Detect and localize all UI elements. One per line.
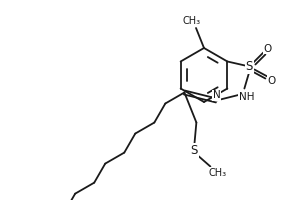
Text: CH₃: CH₃ bbox=[208, 168, 226, 178]
Text: CH₃: CH₃ bbox=[183, 16, 201, 26]
Text: S: S bbox=[191, 144, 198, 157]
Text: NH: NH bbox=[239, 92, 254, 102]
Text: O: O bbox=[263, 44, 271, 53]
Text: S: S bbox=[246, 60, 253, 73]
Text: N: N bbox=[213, 90, 220, 100]
Text: O: O bbox=[267, 75, 275, 86]
